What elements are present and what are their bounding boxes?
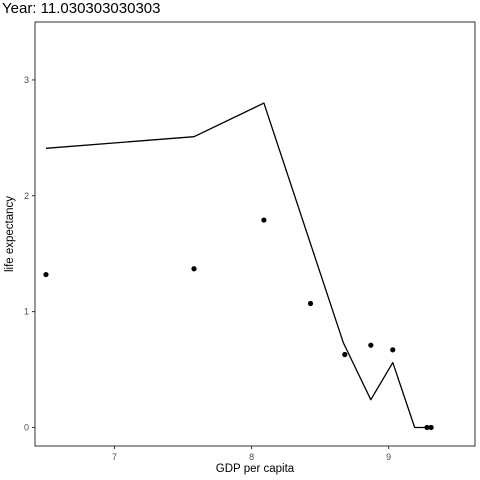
y-axis-title: life expectancy xyxy=(4,196,16,272)
y-tick-label: 3 xyxy=(24,75,29,85)
data-point xyxy=(43,271,49,278)
data-point xyxy=(368,342,374,348)
y-tick-label: 2 xyxy=(24,191,29,201)
data-point xyxy=(428,424,434,431)
y-tick-label: 0 xyxy=(24,422,29,432)
x-axis-title: GDP per capita xyxy=(216,463,295,475)
data-point xyxy=(342,351,348,358)
chart-title: Year: 11.030303030303 xyxy=(2,0,161,17)
axis-ticks: 0 1 2 3 7 8 9 xyxy=(24,75,391,462)
data-point xyxy=(307,300,314,307)
x-tick-label: 9 xyxy=(386,452,391,462)
data-point xyxy=(261,217,267,223)
data-point xyxy=(191,266,197,272)
series-line xyxy=(45,102,432,429)
y-tick-label: 1 xyxy=(24,307,29,317)
data-point xyxy=(390,347,396,353)
plot-panel xyxy=(34,21,476,447)
x-tick-label: 8 xyxy=(249,452,254,462)
chart-marks xyxy=(43,102,434,431)
x-tick-label: 7 xyxy=(112,452,117,462)
